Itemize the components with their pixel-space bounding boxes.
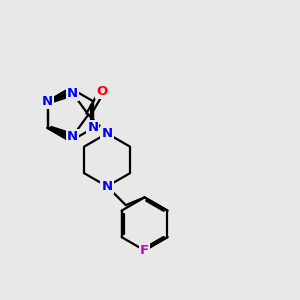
Text: N: N: [101, 127, 112, 140]
Text: O: O: [96, 85, 107, 98]
Text: F: F: [140, 244, 149, 257]
Text: N: N: [101, 180, 112, 193]
Text: N: N: [87, 122, 98, 134]
Text: N: N: [67, 87, 78, 100]
Text: N: N: [42, 95, 53, 108]
Text: N: N: [67, 130, 78, 142]
